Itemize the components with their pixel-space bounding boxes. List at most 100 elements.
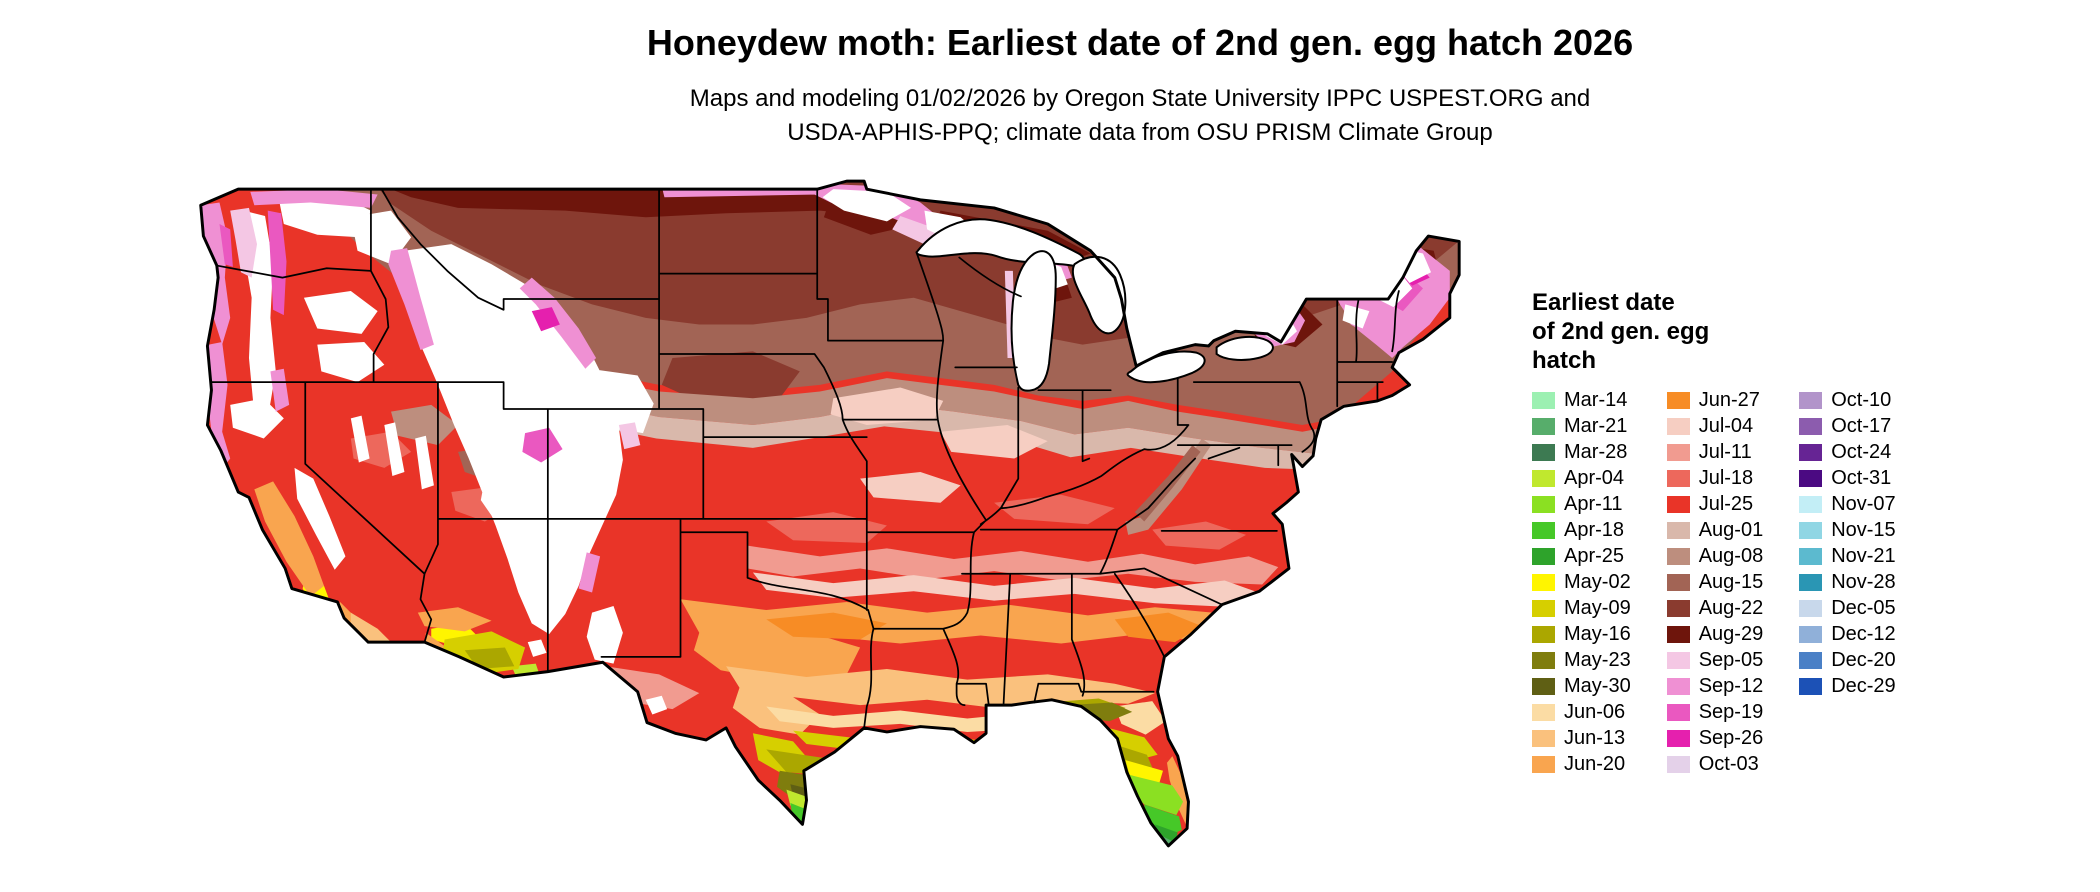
lake-ontario <box>1215 335 1274 361</box>
legend-item: Aug-29 <box>1666 621 1764 647</box>
legend-date-label: Aug-29 <box>1698 622 1764 645</box>
legend-color-swatch <box>1532 391 1555 409</box>
legend-item: Jul-18 <box>1666 465 1764 491</box>
legend-color-swatch <box>1532 547 1555 565</box>
legend-item: Nov-07 <box>1799 491 1896 517</box>
legend-date-label: Apr-25 <box>1564 544 1625 567</box>
legend-color-swatch <box>1799 599 1823 617</box>
legend-item: Aug-01 <box>1666 517 1763 543</box>
legend-item: Jun-27 <box>1666 387 1764 413</box>
legend-color-swatch <box>1532 469 1555 487</box>
legend-date-label: May-16 <box>1564 622 1631 645</box>
legend-color-swatch <box>1532 495 1555 513</box>
legend-color-swatch <box>1799 677 1823 695</box>
legend-color-swatch <box>1532 755 1555 773</box>
page-subtitle: Maps and modeling 01/02/2026 by Oregon S… <box>140 82 2100 150</box>
legend-item: Aug-15 <box>1666 569 1764 595</box>
legend-item: Dec-12 <box>1799 621 1896 647</box>
subtitle-line-2: USDA-APHIS-PPQ; climate data from OSU PR… <box>787 119 1493 146</box>
legend-item: Jul-04 <box>1666 413 1764 439</box>
legend-date-label: Dec-05 <box>1831 596 1896 619</box>
legend-date-label: May-23 <box>1564 648 1631 671</box>
us-outline <box>199 179 1461 848</box>
legend-color-swatch <box>1799 651 1823 669</box>
legend-date-label: Apr-11 <box>1564 492 1623 515</box>
page-title: Honeydew moth: Earliest date of 2nd gen.… <box>646 22 1634 63</box>
legend-date-label: Nov-07 <box>1831 492 1896 515</box>
great-lakes <box>915 218 1274 392</box>
legend-date-label: Dec-12 <box>1831 622 1896 645</box>
legend-item: Dec-05 <box>1799 595 1896 621</box>
legend-item: Jun-06 <box>1532 699 1631 725</box>
legend-date-label: Sep-12 <box>1698 674 1764 697</box>
legend-color-swatch <box>1799 573 1823 591</box>
legend-item: Sep-05 <box>1666 647 1763 673</box>
legend-color-swatch <box>1666 573 1690 591</box>
legend-date-label: May-02 <box>1564 570 1631 593</box>
legend-date-label: Oct-03 <box>1698 752 1759 775</box>
legend-color-swatch <box>1532 651 1555 669</box>
legend-date-label: Mar-14 <box>1564 388 1628 411</box>
legend-color-swatch <box>1666 495 1690 513</box>
legend-color-swatch <box>1532 417 1555 435</box>
legend-date-label: Apr-18 <box>1564 518 1625 541</box>
legend-color-swatch <box>1666 651 1690 669</box>
legend-date-label: Jul-25 <box>1698 492 1754 515</box>
legend-color-swatch <box>1666 417 1690 435</box>
legend-item: Apr-11 <box>1532 491 1631 517</box>
legend-color-swatch <box>1532 443 1555 461</box>
legend-color-swatch <box>1799 521 1823 539</box>
legend-columns: Mar-14 Mar-21 Mar-28 Apr-04 Apr-11 Apr-18 Apr-… <box>1532 387 1896 777</box>
legend-date-label: Mar-28 <box>1564 440 1628 463</box>
legend-item: May-30 <box>1532 673 1631 699</box>
legend-item: Nov-15 <box>1799 517 1896 543</box>
legend-item: Sep-26 <box>1666 725 1764 751</box>
legend-item: Dec-29 <box>1799 673 1896 699</box>
legend-item: Nov-28 <box>1799 569 1896 595</box>
legend-item: Dec-20 <box>1799 647 1896 673</box>
legend-item: Jul-25 <box>1666 491 1764 517</box>
us-map-svg <box>199 179 1461 848</box>
no-data-white-spots-north <box>822 189 1432 345</box>
legend-item: Apr-04 <box>1532 465 1631 491</box>
legend-color-swatch <box>1666 443 1690 461</box>
legend-color-swatch <box>1799 417 1823 435</box>
legend-item: Sep-19 <box>1666 699 1763 725</box>
legend-item: Jun-13 <box>1532 725 1631 751</box>
legend-column-3: Oct-10 Oct-17 Oct-24 Oct-31 Nov-07 Nov-15 Nov-… <box>1799 387 1896 699</box>
legend-date-label: Mar-21 <box>1564 414 1628 437</box>
legend-item: Oct-31 <box>1799 465 1895 491</box>
legend-item: Apr-25 <box>1532 543 1631 569</box>
legend-color-swatch <box>1666 703 1690 721</box>
legend-item: Jun-20 <box>1532 751 1631 777</box>
legend-item: Mar-28 <box>1532 439 1631 465</box>
legend-date-label: Jul-18 <box>1698 466 1754 489</box>
legend-date-label: May-30 <box>1564 674 1631 697</box>
legend-color-swatch <box>1666 521 1690 539</box>
legend-item: May-09 <box>1532 595 1631 621</box>
legend-date-label: Aug-22 <box>1698 596 1764 619</box>
legend-date-label: Aug-15 <box>1698 570 1764 593</box>
legend-date-label: Nov-21 <box>1831 544 1896 567</box>
legend-date-label: Oct-17 <box>1831 414 1892 437</box>
legend-color-swatch <box>1799 625 1823 643</box>
legend-item: Oct-10 <box>1799 387 1895 413</box>
legend-date-label: Nov-28 <box>1831 570 1896 593</box>
state-borders <box>210 188 1400 729</box>
legend-item: Aug-08 <box>1666 543 1763 569</box>
legend-date-label: May-09 <box>1564 596 1631 619</box>
legend-color-swatch <box>1666 391 1690 409</box>
legend-color-swatch <box>1532 729 1555 747</box>
legend-column-2: Jun-27 Jul-04 Jul-11 Jul-18 Jul-25 Aug-01 Aug-… <box>1666 387 1764 777</box>
legend-title: Earliest date of 2nd gen. egg hatch <box>1532 288 1896 375</box>
legend-color-swatch <box>1532 703 1555 721</box>
legend-title-line-3: hatch <box>1532 347 1597 374</box>
legend-color-swatch <box>1799 495 1823 513</box>
legend-date-label: Jun-13 <box>1564 726 1626 749</box>
legend-item: Nov-21 <box>1799 543 1896 569</box>
legend-date-label: Sep-26 <box>1698 726 1764 749</box>
legend-date-label: Dec-29 <box>1831 674 1896 697</box>
lake-michigan <box>1010 250 1057 392</box>
legend-item: May-23 <box>1532 647 1631 673</box>
